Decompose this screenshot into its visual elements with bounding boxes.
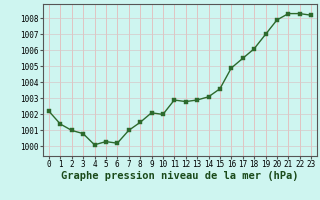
X-axis label: Graphe pression niveau de la mer (hPa): Graphe pression niveau de la mer (hPa) — [61, 171, 299, 181]
